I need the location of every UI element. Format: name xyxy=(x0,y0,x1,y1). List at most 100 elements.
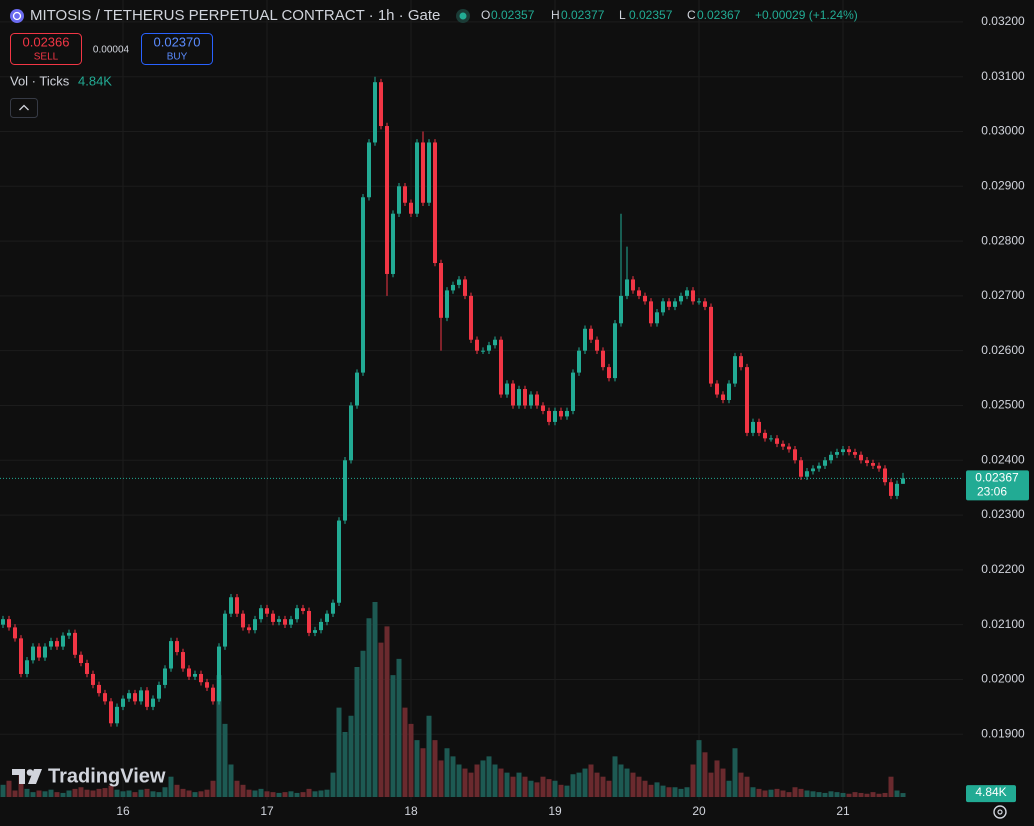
volume-bar xyxy=(6,780,12,797)
candle-body xyxy=(595,339,599,351)
ohlc-label: C xyxy=(687,8,696,22)
candle-body xyxy=(421,142,425,203)
candle-body xyxy=(139,690,143,702)
candle-body xyxy=(385,126,389,274)
candle-body xyxy=(109,701,113,724)
collapse-button[interactable] xyxy=(10,98,38,118)
candle-body xyxy=(79,654,83,664)
volume-bar xyxy=(156,792,162,797)
candle-body xyxy=(643,295,647,302)
volume-bar xyxy=(408,723,414,797)
candle-body xyxy=(499,339,503,395)
volume-bar xyxy=(780,790,786,797)
volume-bar xyxy=(594,772,600,797)
volume-bar xyxy=(42,791,48,797)
volume-bar xyxy=(528,780,534,797)
candle-body xyxy=(91,673,95,685)
volume-bar xyxy=(618,764,624,797)
candle-body xyxy=(631,279,635,291)
volume-bar xyxy=(18,772,24,797)
candle-body xyxy=(115,706,119,724)
x-tick-label: 18 xyxy=(404,804,418,818)
candle-body xyxy=(25,660,29,674)
volume-bar xyxy=(660,785,666,797)
price-pane xyxy=(0,76,963,727)
x-tick-label: 19 xyxy=(548,804,562,818)
candle-body xyxy=(451,284,455,291)
candle-body xyxy=(415,142,419,214)
volume-bar xyxy=(60,792,66,797)
sell-price: 0.02366 xyxy=(23,34,70,49)
candle-body xyxy=(229,597,233,614)
settings-icon[interactable] xyxy=(993,805,1007,819)
candle-body xyxy=(373,82,377,143)
candle-body xyxy=(355,372,359,406)
candle-body xyxy=(283,619,287,625)
candle-body xyxy=(751,421,755,433)
spread: 0.00004 xyxy=(93,45,130,56)
volume-bar xyxy=(180,788,186,797)
candle-body xyxy=(559,410,563,417)
volume-bar xyxy=(36,790,42,797)
logo-shape xyxy=(28,769,42,784)
candle-body xyxy=(673,301,677,307)
volume-bar xyxy=(348,715,354,797)
volume-bar xyxy=(516,772,522,797)
volume-bar xyxy=(420,748,426,797)
volume-bar xyxy=(144,788,150,797)
market-status-dot xyxy=(459,12,467,20)
candle-body xyxy=(49,641,53,647)
candle-body xyxy=(475,339,479,351)
volume-bar xyxy=(870,792,876,797)
candle-body xyxy=(493,339,497,346)
candle-body xyxy=(553,410,557,422)
volume-bar xyxy=(810,791,816,797)
candle-body xyxy=(439,263,443,318)
ohlc-label: L xyxy=(619,8,626,22)
volume-bar xyxy=(102,788,108,797)
volume-bar xyxy=(336,707,342,797)
candle-body xyxy=(97,684,101,694)
candle-body xyxy=(829,454,833,461)
volume-bar xyxy=(678,788,684,797)
volume-bar xyxy=(786,792,792,797)
volume-bar xyxy=(540,776,546,797)
candle-body xyxy=(655,312,659,324)
candle-body xyxy=(679,295,683,302)
candle-body xyxy=(253,619,257,631)
candle-body xyxy=(277,619,281,622)
candle-body xyxy=(241,613,245,628)
volume-bar xyxy=(486,756,492,797)
volume-bar xyxy=(702,752,708,797)
candle-body xyxy=(403,186,407,203)
volume-bar xyxy=(270,792,276,797)
candle-body xyxy=(637,290,641,296)
candle-body xyxy=(517,389,521,406)
candle-body xyxy=(703,301,707,307)
ohlc-label: H xyxy=(551,8,560,22)
candle-body xyxy=(841,449,845,453)
volume-bar xyxy=(186,790,192,797)
volume-bar xyxy=(402,707,408,797)
sell-button[interactable] xyxy=(10,33,82,65)
ohlc-value: 0.02367 xyxy=(697,8,741,22)
volume-bar xyxy=(756,788,762,797)
candle-body xyxy=(295,608,299,620)
buy-button[interactable] xyxy=(141,33,213,65)
volume-bar xyxy=(732,748,738,797)
volume-bar xyxy=(72,788,78,797)
candle-body xyxy=(61,635,65,647)
candle-body xyxy=(37,646,41,658)
candle-body xyxy=(799,460,803,477)
candle-body xyxy=(607,367,611,379)
candle-body xyxy=(805,471,809,477)
volume-bar xyxy=(372,602,378,797)
volume-bar xyxy=(438,760,444,797)
candle-body xyxy=(781,443,785,447)
settings-icon-inner xyxy=(997,809,1003,815)
volume-bar xyxy=(0,784,6,797)
volume-bar xyxy=(888,776,894,797)
x-tick-label: 16 xyxy=(116,804,130,818)
volume-bar xyxy=(246,789,252,797)
candle-body xyxy=(73,632,77,655)
